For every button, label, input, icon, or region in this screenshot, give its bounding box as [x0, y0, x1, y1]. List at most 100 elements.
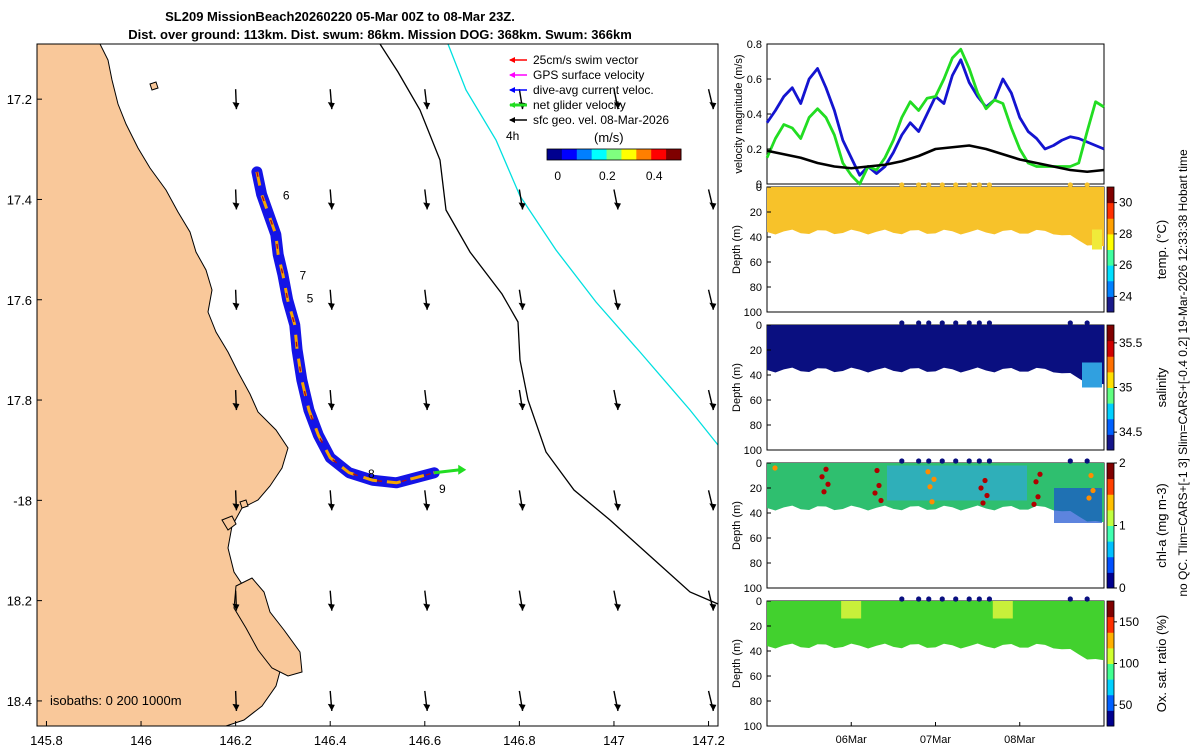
colorbar-segment [1107, 541, 1114, 558]
day-label: 7 [299, 269, 306, 283]
glider-track-current-vectors [251, 166, 440, 489]
colorbar-tick-label: 24 [1119, 289, 1133, 303]
net-velocity-arrow-head [458, 464, 467, 475]
geo-arrow-head [232, 603, 240, 611]
depth-tick-label: 60 [750, 671, 762, 683]
colorbar-segment [1107, 371, 1114, 388]
legend-swatch-head [509, 57, 515, 63]
depth-tick-label: 40 [750, 232, 762, 244]
colorbar-segment [1107, 280, 1114, 297]
geo-arrow-head [232, 302, 240, 310]
depth-tick-label: 80 [750, 558, 762, 570]
surface-dot [976, 320, 982, 326]
geo-arrow-head [327, 603, 335, 611]
surface-dot [953, 182, 959, 188]
depth-tick-label: 100 [744, 445, 762, 457]
geo-arrow-head [423, 503, 431, 511]
map-ytick-label: 18.4 [7, 694, 32, 709]
isobaths-layer [379, 43, 719, 605]
colorbar-tick-label: 150 [1119, 615, 1139, 629]
geo-arrow-head [423, 603, 431, 611]
depth-tick-label: 0 [756, 458, 762, 470]
colorbar-segment [1107, 265, 1114, 282]
surface-dot [899, 182, 905, 188]
colorbar-tick-label: 50 [1119, 698, 1133, 712]
geostrophic-velocity-arrows [232, 88, 717, 712]
salinity-fresh-patch [1082, 362, 1102, 388]
land-layer [36, 43, 303, 727]
geo-arrow-head [327, 403, 335, 411]
legend-colorbar-segment [621, 149, 637, 160]
colorbar-segment [1107, 434, 1114, 451]
surface-dot [916, 182, 922, 188]
map-axes: 145.8 146 146.2 146.4 146.6 146.8 147 147.2 17.2… [7, 43, 725, 748]
geo-arrow-head [613, 603, 621, 611]
geo-arrow-head [709, 603, 717, 611]
surface-dot [1084, 458, 1090, 464]
chla-point [872, 490, 878, 496]
section-data-band [767, 325, 1104, 388]
colorbar-tick-label: 30 [1119, 196, 1133, 210]
legend-colorbar-segment [576, 149, 593, 160]
colorbar-frame [1106, 186, 1115, 313]
surface-dot [986, 320, 993, 326]
chla-point [980, 500, 986, 506]
plot-title-line2: Dist. over ground: 113km. Dist. swum: 86… [128, 27, 632, 42]
island-small-2 [239, 499, 249, 509]
colorbar-segment [1107, 296, 1114, 313]
velocity-ytick-label: 0.4 [747, 109, 762, 121]
isobath-1000m [447, 43, 719, 446]
velocity-ytick-label: 0.2 [747, 144, 762, 156]
geo-arrow-head [709, 403, 717, 411]
surface-dot [926, 320, 932, 326]
legend-swatch-head [509, 102, 515, 108]
geo-arrow-head [613, 102, 621, 110]
colorbar-segment [1107, 325, 1114, 342]
depth-tick-label: 100 [744, 583, 762, 595]
geo-arrow-head [613, 503, 621, 511]
glider-track-map: 6 75 8 9 145.8 146 146.2 146.4 146.6 146.8 147 147… [7, 43, 725, 748]
depth-tick-label: 40 [750, 508, 762, 520]
geo-arrow-head [327, 703, 335, 711]
chla-point [1088, 472, 1094, 479]
colorbar-segment [1107, 403, 1114, 420]
legend-colorbar-tick: 0 [554, 169, 561, 183]
colorbar-segment [1107, 616, 1114, 633]
geo-arrow-head [709, 202, 717, 210]
geo-arrow-head [613, 202, 621, 210]
side-annotation-wrap: no QC. Tlim=CARS+[-1 3] Slim=CARS+[-0.4 … [1176, 149, 1193, 596]
chla-point [823, 466, 829, 472]
geo-arrow-head [518, 302, 526, 310]
geo-arrow-head [423, 202, 431, 210]
map-ytick-label: -18 [13, 493, 32, 508]
depth-tick-label: 80 [750, 420, 762, 432]
colorbar-segment [1107, 202, 1114, 219]
legend-colorbar-label: (m/s) [594, 130, 624, 145]
map-xtick-label: 146.4 [314, 733, 347, 748]
map-ytick-label: 17.4 [7, 192, 32, 207]
surface-dot [939, 182, 945, 188]
section-panel-frame [766, 462, 1105, 589]
surface-dot [1067, 182, 1073, 188]
chla-point [1037, 471, 1043, 477]
legend-swatch-head [509, 87, 515, 93]
colorbar-tick-label: 35.5 [1119, 336, 1143, 350]
oxygen-high-patch [992, 601, 1013, 619]
colorbar-segment [1107, 572, 1114, 589]
colorbar-segment [1107, 249, 1114, 266]
geo-arrow-head [232, 202, 240, 210]
geo-arrow-head [613, 703, 621, 711]
time-axis-label: 08Mar [1004, 734, 1036, 746]
map-xtick-label: 147.2 [692, 733, 725, 748]
time-axis-label: 07Mar [920, 734, 952, 746]
geo-arrow-head [709, 503, 717, 511]
chla-point [1033, 479, 1039, 485]
chla-point [878, 497, 884, 504]
colorbar-segment [1107, 494, 1114, 511]
map-xtick-label: 145.8 [30, 733, 63, 748]
colorbar-tick-label: 2 [1119, 456, 1126, 470]
velocity-panel-frame [766, 43, 1105, 185]
chla-point [929, 499, 935, 505]
colorbar-label: salinity [1154, 367, 1169, 407]
